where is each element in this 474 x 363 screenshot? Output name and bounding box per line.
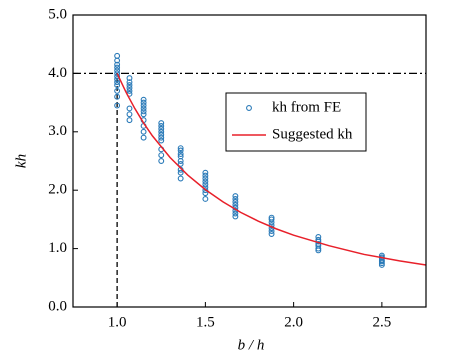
data-point: [158, 152, 165, 159]
data-point: [202, 175, 209, 182]
data-point: [114, 61, 121, 68]
plot-frame: [72, 14, 427, 308]
data-point: [126, 82, 133, 89]
data-point: [114, 64, 121, 71]
x-tick-label: 1.0: [108, 314, 127, 330]
data-point: [126, 87, 133, 94]
data-point: [114, 79, 121, 86]
data-point: [315, 245, 322, 252]
data-point: [158, 120, 165, 126]
data-point: [114, 102, 121, 109]
data-point: [232, 198, 239, 205]
y-tick-label: 1.0: [48, 240, 67, 256]
data-point: [126, 85, 133, 91]
y-tick-label: 5.0: [48, 6, 67, 22]
data-point: [126, 117, 133, 124]
data-point: [158, 125, 165, 132]
data-point: [158, 131, 165, 138]
data-point: [177, 169, 184, 176]
x-tick-label: 1.5: [196, 314, 215, 330]
data-point: [140, 99, 147, 106]
y-tick-label: 3.0: [48, 123, 67, 139]
data-point: [177, 145, 184, 152]
suggested-curve: [116, 73, 427, 266]
data-point: [126, 105, 133, 112]
legend-label: kh from FE: [272, 99, 341, 115]
data-point: [126, 75, 133, 82]
data-point: [202, 178, 209, 185]
data-point: [378, 260, 385, 267]
data-point: [232, 196, 239, 202]
data-point: [177, 158, 184, 164]
data-point: [158, 123, 165, 129]
y-axis-label: kh: [13, 154, 29, 168]
data-point: [202, 181, 209, 188]
data-point: [126, 111, 133, 118]
data-point: [177, 147, 184, 154]
data-point: [232, 210, 239, 217]
data-point: [202, 190, 209, 197]
y-tick-label: 4.0: [48, 65, 67, 81]
data-point: [378, 258, 385, 265]
data-point: [315, 247, 322, 254]
data-point: [140, 108, 147, 115]
data-point: [158, 137, 165, 144]
data-point: [140, 102, 147, 109]
data-point: [158, 134, 165, 141]
data-point: [126, 79, 133, 86]
data-point: [114, 52, 121, 59]
data-point: [158, 158, 165, 164]
data-point: [202, 187, 209, 194]
data-point: [114, 87, 121, 94]
data-point: [268, 231, 275, 237]
data-point: [114, 82, 121, 89]
y-tick-label: 2.0: [48, 182, 67, 198]
data-point: [177, 175, 184, 182]
x-tick-label: 2.0: [284, 314, 303, 330]
data-point: [202, 196, 209, 202]
data-point: [140, 105, 147, 112]
legend-label: Suggested kh: [272, 126, 353, 142]
data-point: [140, 111, 147, 118]
data-point: [177, 151, 184, 157]
data-point: [114, 57, 121, 64]
data-point: [232, 193, 239, 199]
data-point: [177, 160, 184, 167]
data-point: [232, 213, 239, 220]
x-axis-label: b / h: [238, 337, 265, 353]
data-point: [202, 169, 209, 176]
data-point: [140, 128, 147, 135]
data-point: [268, 228, 275, 235]
data-point: [140, 134, 147, 141]
data-point: [114, 70, 121, 77]
data-point: [114, 67, 121, 74]
data-point: [140, 96, 147, 103]
data-point: [202, 172, 209, 179]
legend-box: [225, 92, 367, 152]
y-tick-label: 0.0: [48, 298, 67, 314]
data-point: [232, 201, 239, 208]
data-point: [378, 262, 385, 268]
data-point: [158, 128, 165, 135]
data-point: [268, 219, 275, 226]
x-tick-label: 2.5: [373, 314, 392, 330]
data-point: [268, 216, 275, 223]
data-point: [114, 93, 121, 100]
legend-swatch: [246, 105, 252, 111]
